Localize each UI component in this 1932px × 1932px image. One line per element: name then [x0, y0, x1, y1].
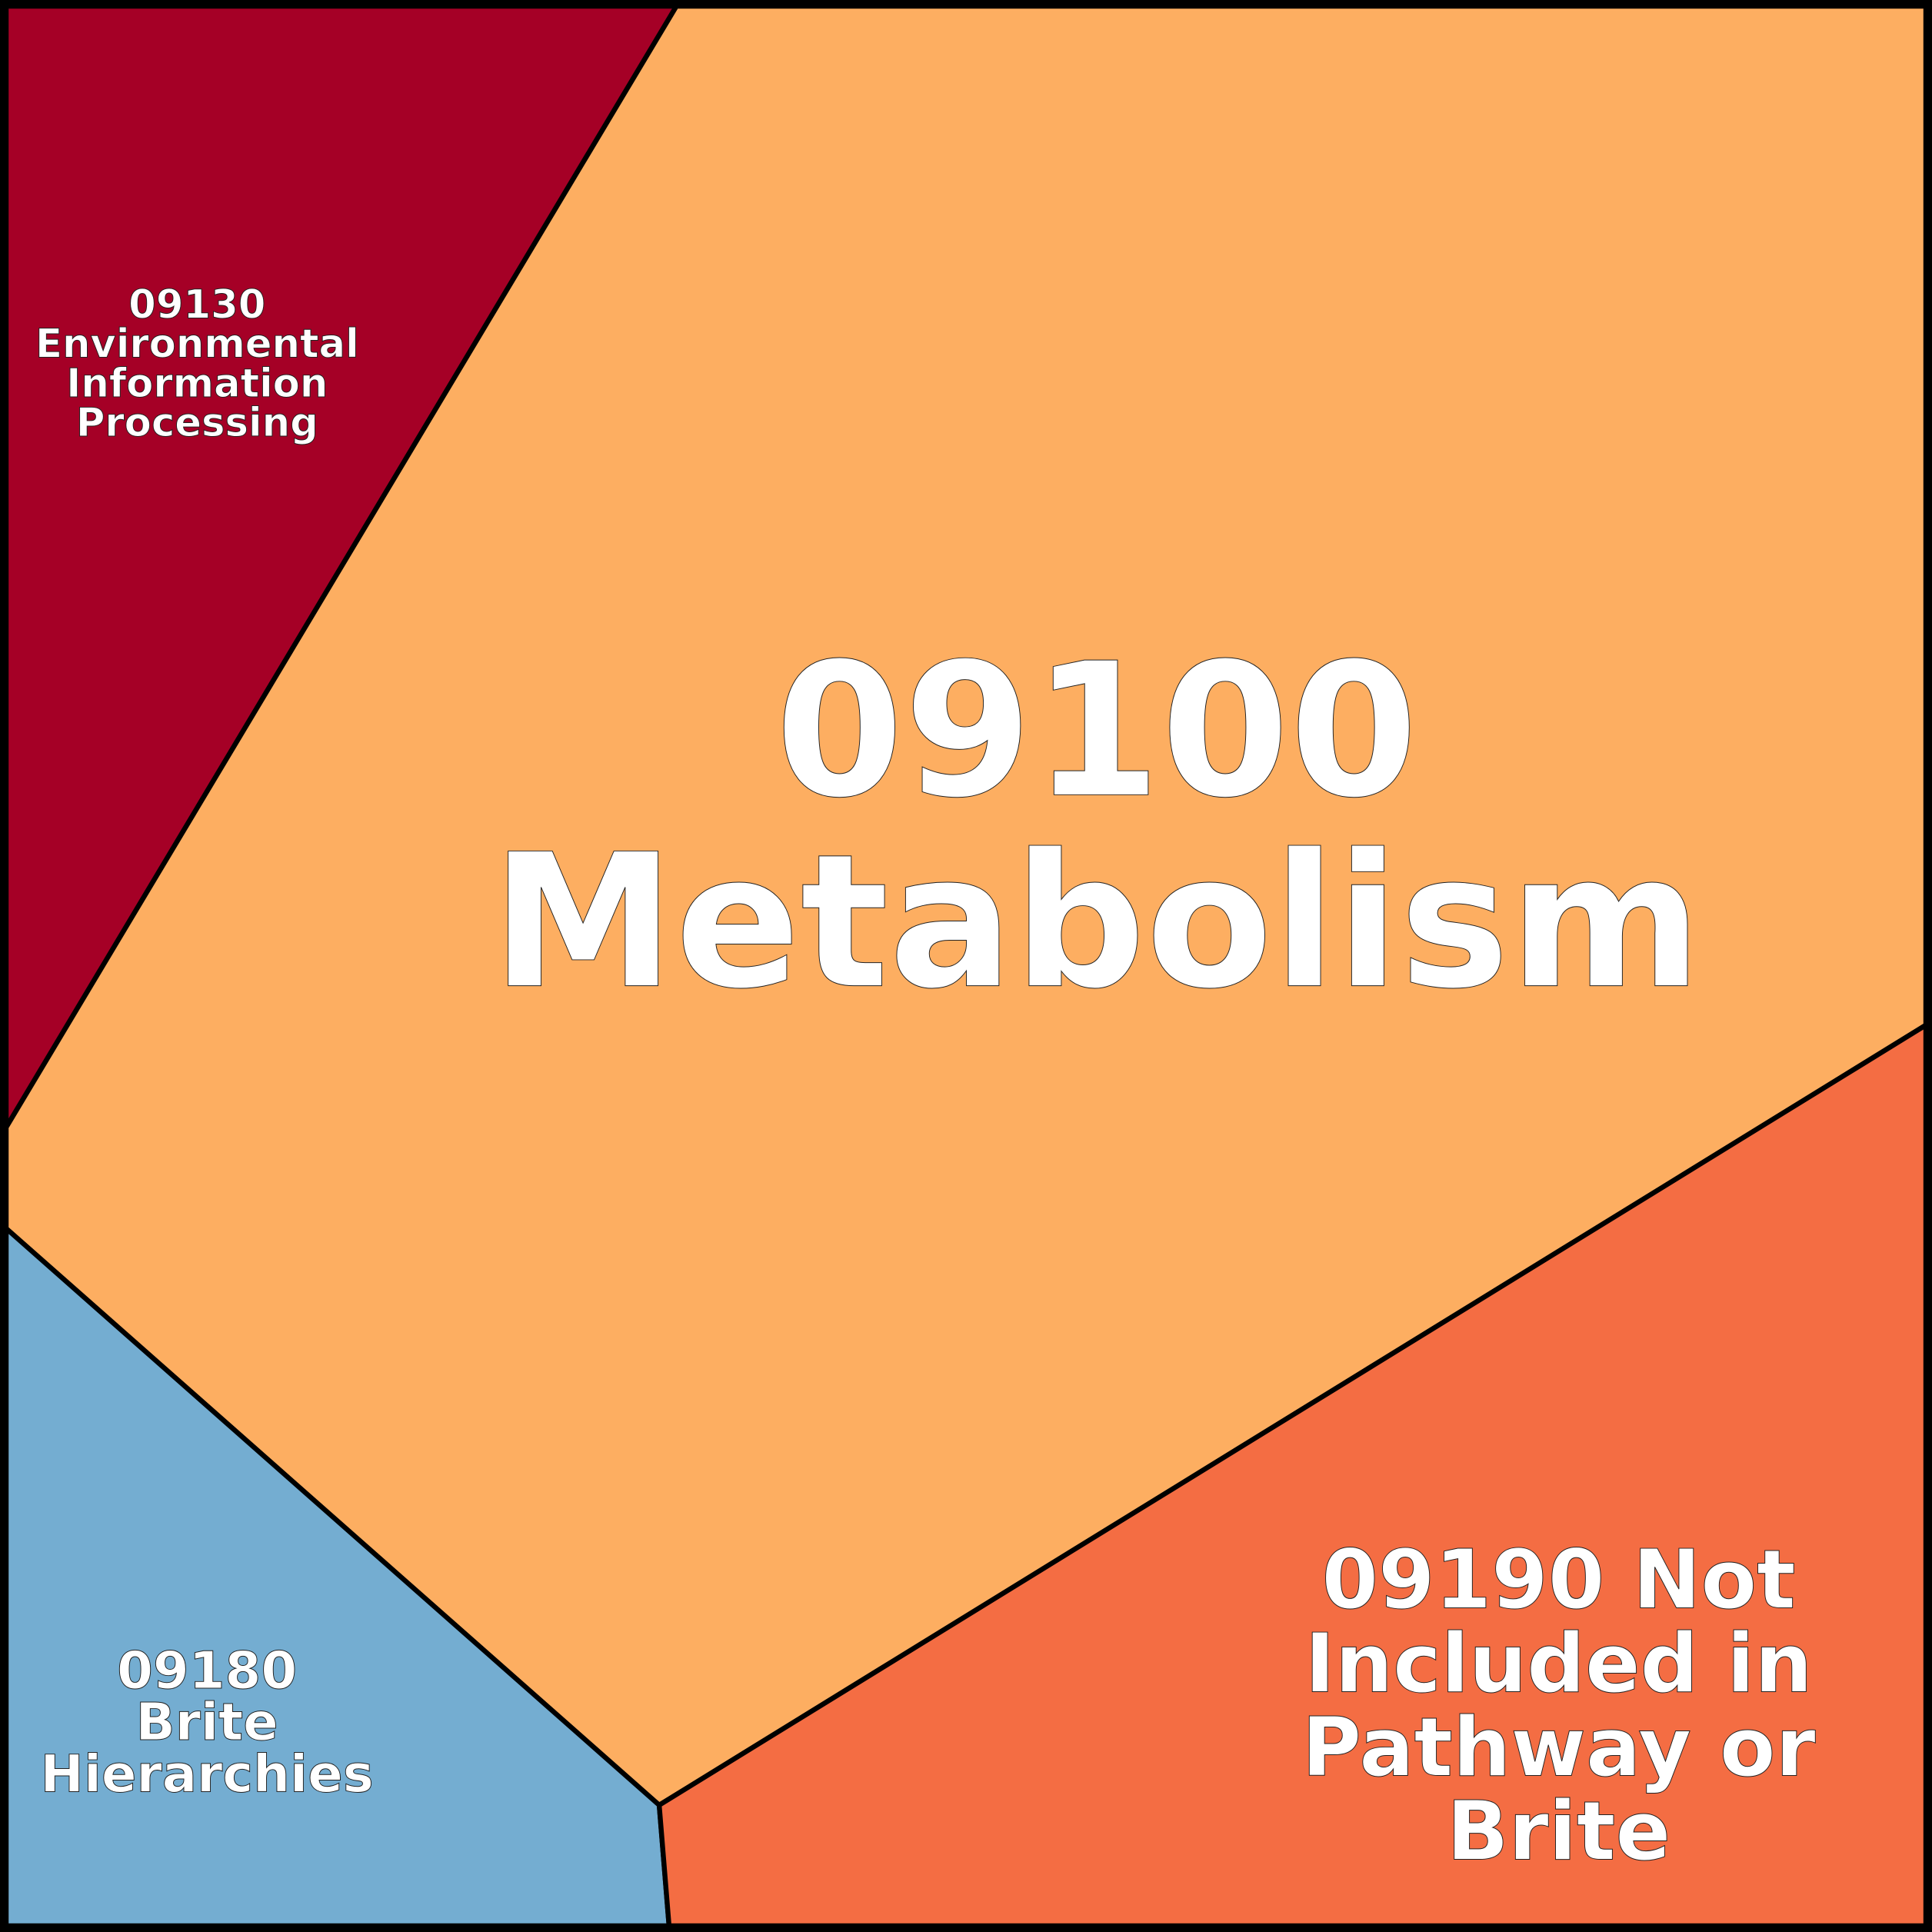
label-line: 09190 Not [1321, 1533, 1795, 1627]
label-line: Environmental [35, 321, 359, 368]
label-line: Pathway or [1302, 1700, 1816, 1795]
label-environmental: 09130 Environmental Information Processi… [35, 281, 359, 447]
label-line: Brite [1447, 1784, 1671, 1878]
label-line: Brite [136, 1692, 278, 1752]
label-not-included: 09190 Not Included in Pathway or Brite [1301, 1532, 1816, 1879]
label-line: 09100 [775, 623, 1418, 838]
label-line: Included in [1305, 1617, 1813, 1711]
label-line: Information [66, 361, 328, 407]
label-line: 09130 [128, 281, 265, 328]
label-line: Metabolism [491, 814, 1702, 1030]
label-line: Processing [76, 400, 318, 446]
label-metabolism: 09100 Metabolism [491, 623, 1702, 1030]
label-brite-hierarchies: 09180 Brite Hierarchies [40, 1640, 374, 1804]
label-line: Hierarchies [41, 1744, 374, 1804]
label-line: 09180 [117, 1641, 297, 1700]
